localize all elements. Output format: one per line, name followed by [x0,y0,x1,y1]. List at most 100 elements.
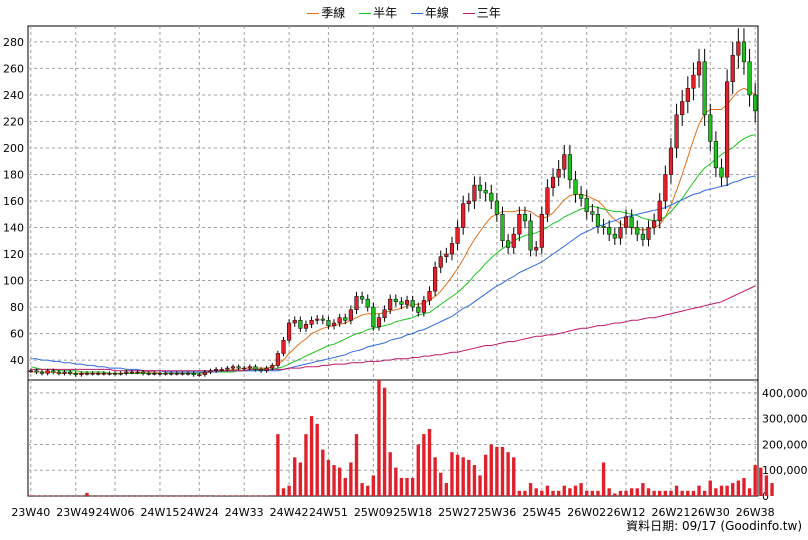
legend-label-quarter: 季線 [321,6,346,20]
volume-bar [764,475,769,496]
candle-body [56,371,61,374]
candle-body [39,371,45,374]
volume-bar [410,477,415,496]
volume-bar [388,452,392,496]
candle-body [157,373,163,375]
volume-bar [742,477,746,496]
candle-body [90,373,95,375]
volume-bar [57,495,61,497]
candle-body [343,317,348,321]
volume-bar [208,495,213,497]
price-tick-label: 180 [3,168,24,181]
candle-body [281,339,286,354]
candle-body [264,367,269,371]
candle-body [618,227,623,239]
volume-bar [702,490,707,496]
candle-body [112,373,118,375]
volume-bar [40,495,44,497]
candle-body [680,101,685,116]
candle-body [270,365,275,369]
price-tick-label: 80 [10,301,24,314]
volume-bar [731,483,735,496]
volume-bar [377,380,381,496]
candle-body [685,88,690,102]
candle-body [539,214,544,248]
volume-bar [405,477,409,496]
candle-body [489,192,494,202]
candle-body [629,216,634,228]
volume-bar [298,462,303,496]
candle-body [584,198,589,212]
candle-body [236,366,241,369]
candle-body [427,290,432,301]
candle-body [416,306,421,313]
volume-bar [551,490,555,496]
volume-bar [483,454,488,496]
volume-bar [719,485,724,496]
candle-body [180,373,185,375]
time-tick-label: 26W02 [567,506,606,519]
volume-bar [326,459,331,496]
volume-bar [691,490,696,496]
candle-body [741,41,747,63]
candle-body [393,298,398,303]
candle-body [674,114,679,149]
volume-bar [478,475,482,496]
volume-bar [354,434,359,496]
candle-body [595,214,601,227]
legend-item-half-year: 半年 [359,4,397,21]
candle-body [242,367,247,370]
volume-bar [264,495,269,497]
candle-body [696,61,702,76]
volume-bar [512,457,516,496]
candle-body [522,214,528,222]
volume-bar [635,488,639,496]
legend-label-three-year: 三年 [476,6,501,20]
legend-item-year-line: 年線 [410,4,449,21]
candle-body [292,320,297,324]
volume-bar [321,449,325,496]
candle-body [719,167,724,178]
candle-body [433,267,438,292]
candle-body [635,227,640,235]
price-tick-label: 120 [3,248,24,261]
candle-body [494,200,499,215]
volume-bar [686,490,690,496]
data-date-label: 資料日期: [626,519,679,533]
volume-bar [613,493,617,496]
volume-bar [652,490,656,496]
volume-bar [770,483,774,496]
candle-body [640,233,645,240]
candle-body [118,373,123,375]
volume-bar [203,495,207,497]
candle-body [725,81,730,178]
volume-bar [343,477,347,496]
candle-body [303,324,309,329]
volume-bar [191,495,196,497]
volume-bar [169,495,173,497]
candle-body [163,373,168,375]
volume-bar [427,428,432,496]
legend-label-year: 年線 [424,6,449,20]
candle-body [348,309,353,321]
volume-bar [461,457,465,496]
candle-body [623,216,629,228]
volume-bar [747,488,752,496]
candle-body [253,366,258,370]
candle-body [506,240,511,248]
candle-body [174,373,179,375]
volume-bar [489,444,493,496]
volume-bar [180,495,185,497]
volume-bar [62,495,67,497]
candle-body [337,317,342,324]
candle-body [275,353,280,366]
candle-body [472,184,477,202]
volume-bar [500,447,505,496]
candle-body [360,296,365,300]
candle-body [320,318,325,321]
time-tick-label: 24W51 [309,506,348,519]
volume-bar [528,483,533,496]
volume-bar [618,490,623,496]
candle-body [376,317,382,328]
candle-body [601,225,606,228]
